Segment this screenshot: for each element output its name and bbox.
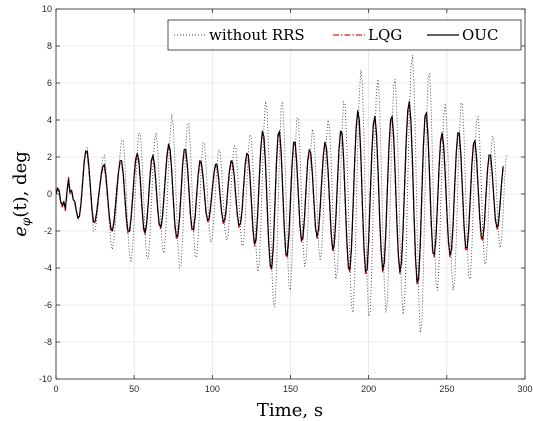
- y-tick-label: 0: [47, 189, 52, 199]
- legend-label-lqg: LQG: [368, 26, 402, 44]
- y-tick-label: -2: [44, 226, 52, 236]
- y-tick-label: -8: [44, 337, 52, 347]
- y-tick-label: -4: [44, 263, 52, 273]
- series-line-ouc: [56, 100, 504, 284]
- y-axis-label-var: e: [10, 226, 31, 237]
- y-axis-label-sub: φ: [19, 217, 33, 226]
- y-axis-label-rest: (t), deg: [10, 151, 31, 217]
- x-tick-label: 200: [361, 384, 376, 394]
- x-tick-labels: 0 50 100 150 200 250 300: [53, 384, 532, 394]
- x-tick-label: 100: [205, 384, 220, 394]
- y-tick-label: 10: [42, 4, 52, 14]
- y-tick-label: 8: [47, 41, 52, 51]
- x-tick-label: 300: [517, 384, 532, 394]
- y-tick-label: 4: [47, 115, 52, 125]
- x-tick-label: 50: [129, 384, 139, 394]
- x-tick-label: 150: [283, 384, 298, 394]
- y-axis-label: eφ(t), deg: [10, 151, 33, 236]
- y-tick-label: 2: [47, 152, 52, 162]
- y-tick-label: -6: [44, 300, 52, 310]
- x-axis-label: Time, s: [257, 400, 323, 421]
- legend: without RRS LQG OUC: [167, 19, 522, 51]
- tick-marks: [55, 8, 526, 380]
- x-tick-label: 250: [439, 384, 454, 394]
- legend-label-without-rrs: without RRS: [209, 26, 305, 44]
- legend-label-ouc: OUC: [462, 26, 498, 44]
- y-tick-labels: -10 -8 -6 -4 -2 0 2 4 6 8 10: [39, 4, 52, 384]
- y-tick-label: 6: [47, 78, 52, 88]
- series-layer: [56, 54, 507, 334]
- x-tick-label: 0: [53, 384, 58, 394]
- y-tick-label: -10: [39, 374, 52, 384]
